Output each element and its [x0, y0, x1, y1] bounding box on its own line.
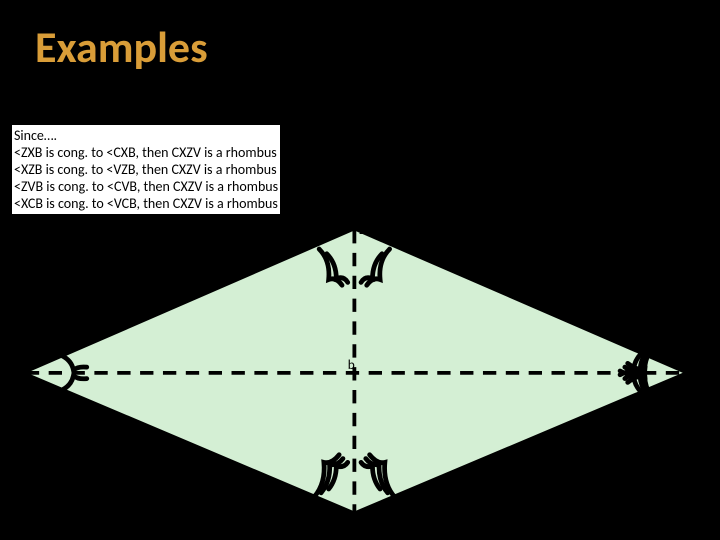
proof-line: <XCB is cong. to <VCB, then CXZV is a rh…: [14, 195, 278, 212]
slide-title: Examples: [35, 20, 208, 74]
vertex-label-v: v: [691, 375, 697, 392]
proof-intro: Since….: [14, 127, 278, 144]
proof-line: <ZXB is cong. to <CXB, then CXZV is a rh…: [14, 144, 278, 161]
vertex-label-c: c: [348, 514, 354, 531]
proof-line: <XZB is cong. to <VZB, then CXZV is a rh…: [14, 161, 278, 178]
rhombus-svg: z x v c b: [12, 230, 712, 530]
vertex-label-z: z: [359, 221, 364, 238]
proof-block: Since…. <ZXB is cong. to <CXB, then CXZV…: [12, 125, 280, 214]
vertex-label-x: x: [24, 375, 30, 392]
rhombus-diagram: z x v c b: [12, 230, 712, 530]
proof-line: <ZVB is cong. to <CVB, then CXZV is a rh…: [14, 178, 278, 195]
slide: Examples Since…. <ZXB is cong. to <CXB, …: [0, 0, 720, 540]
center-label-b: b: [348, 356, 355, 373]
